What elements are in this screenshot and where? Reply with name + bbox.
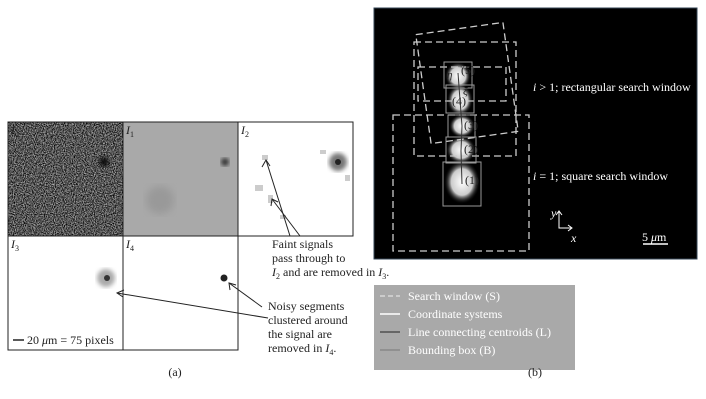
t: . xyxy=(333,341,336,355)
t: m = 75 pixels xyxy=(48,333,114,347)
signal-spot xyxy=(99,157,109,167)
t: . xyxy=(386,265,389,279)
scale-label: 5 μm xyxy=(642,230,667,244)
signal-core xyxy=(104,275,110,281)
signal-spot xyxy=(221,158,229,166)
line: removed in I4. xyxy=(268,341,336,357)
faint-spot xyxy=(146,186,174,214)
t: i xyxy=(533,80,536,94)
legend-item: Bounding box (B) xyxy=(408,343,495,357)
t: I xyxy=(271,265,277,279)
t: 5 xyxy=(642,230,651,244)
legend-item: Search window (S) xyxy=(408,289,500,303)
image-noise xyxy=(8,122,123,236)
image-label: I1 xyxy=(125,123,134,139)
coordinate-axes xyxy=(555,210,573,232)
t: 3 xyxy=(382,272,386,281)
legend-item: Coordinate systems xyxy=(408,307,503,321)
image-label: I2 xyxy=(240,123,249,139)
panel-b: (1) (2) (3) (4) (5) η ξ i > 1; rectangul… xyxy=(373,7,698,379)
caption: (b) xyxy=(528,365,542,379)
letter: I xyxy=(240,123,246,137)
t: i xyxy=(533,169,536,183)
panel-a: I0 I1 I2 I3 I4 20 μm = 75 pixels Faint s… xyxy=(7,121,389,379)
rect-label: i > 1; rectangular search window xyxy=(533,80,691,94)
t: and are removed in xyxy=(280,265,378,279)
caption: (a) xyxy=(168,365,181,379)
micrograph xyxy=(373,7,698,260)
annotation-bottom: Noisy segments clustered around the sign… xyxy=(268,299,348,357)
image-label: I0 xyxy=(10,123,19,139)
image-label: I4 xyxy=(125,237,134,253)
segment-label: (2) xyxy=(464,142,478,156)
letter: I xyxy=(10,123,16,137)
t: 2 xyxy=(276,272,280,281)
line: the signal are xyxy=(268,327,332,341)
signal-core xyxy=(220,274,228,282)
axis-y: y xyxy=(550,206,557,220)
segment-label: (4) xyxy=(452,94,466,108)
index: 4 xyxy=(130,244,134,253)
letter: I xyxy=(125,237,131,251)
legend-box xyxy=(374,285,575,370)
t: I xyxy=(377,265,383,279)
image-i2 xyxy=(237,121,354,237)
legend-item: Line connecting centroids (L) xyxy=(408,325,551,339)
faint-segments xyxy=(255,150,350,219)
letter: I xyxy=(10,237,16,251)
segment-label: (3) xyxy=(464,118,478,132)
line: Faint signals xyxy=(272,237,333,251)
index: 3 xyxy=(15,244,19,253)
index: 0 xyxy=(15,130,19,139)
image-i1 xyxy=(123,122,238,236)
line: Noisy segments xyxy=(268,299,345,313)
t: = 1; square search window xyxy=(536,169,668,183)
square-label: i = 1; square search window xyxy=(533,169,668,183)
segment-label: (1) xyxy=(465,173,479,187)
letter: I xyxy=(125,123,131,137)
line: clustered around xyxy=(268,313,348,327)
index: 1 xyxy=(130,130,134,139)
t: μ xyxy=(41,333,48,347)
index: 2 xyxy=(245,130,249,139)
t: > 1; rectangular search window xyxy=(536,80,691,94)
t: removed in xyxy=(268,341,325,355)
xi: ξ xyxy=(463,86,468,98)
t: m xyxy=(657,230,667,244)
t: μ xyxy=(650,230,657,244)
line: pass through to xyxy=(272,251,345,265)
image-label: I3 xyxy=(10,237,19,253)
segment-label: (5) xyxy=(461,63,475,77)
eta: η xyxy=(447,69,452,81)
line: I2 and are removed in I3. xyxy=(271,265,389,281)
centroid-line xyxy=(457,72,463,185)
scale-label: 20 μm = 75 pixels xyxy=(27,333,114,347)
annotation-top: Faint signals pass through to I2 and are… xyxy=(271,237,389,281)
image-i4 xyxy=(122,235,239,351)
segment-labels: (1) (2) (3) (4) (5) xyxy=(452,63,479,187)
arrows xyxy=(115,159,301,319)
signal-core xyxy=(335,159,341,165)
t: 4 xyxy=(329,348,333,357)
axis-x: x xyxy=(570,231,577,245)
t: I xyxy=(324,341,330,355)
t: 20 xyxy=(27,333,42,347)
